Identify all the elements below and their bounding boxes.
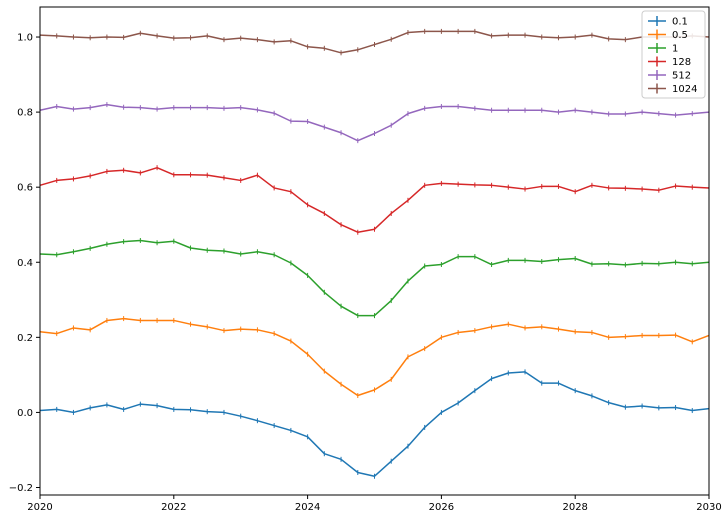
x-tick-label: 2020 [27, 502, 52, 513]
legend-item: 128 [648, 56, 691, 68]
y-tick-label: 0.2 [17, 333, 33, 344]
x-tick-label: 2024 [295, 502, 320, 513]
legend-item: 1 [648, 43, 678, 55]
y-axis: −0.2 0.0 0.2 0.4 0.6 0.8 1.0 [9, 33, 40, 494]
legend-label: 1 [672, 44, 678, 55]
y-tick-label: 0.8 [17, 108, 33, 119]
y-tick-label: 0.4 [17, 258, 33, 269]
x-tick-label: 2030 [696, 502, 721, 513]
y-tick-label: 0.0 [17, 408, 33, 419]
legend-label: 128 [672, 57, 691, 68]
legend: 0.1 0.5 1 128 512 1024 [641, 10, 706, 99]
y-tick-label: 1.0 [17, 33, 33, 44]
y-tick-label: 0.6 [17, 183, 33, 194]
x-tick-label: 2026 [429, 502, 454, 513]
legend-label: 512 [672, 71, 691, 82]
series-layer [39, 28, 710, 479]
legend-label: 1024 [672, 84, 697, 95]
series-1 [39, 237, 710, 319]
x-tick-label: 2022 [161, 502, 186, 513]
axes-frame [39, 6, 710, 496]
x-tick-label: 2028 [562, 502, 587, 513]
legend-item: 0.1 [648, 16, 688, 28]
legend-item: 0.5 [648, 29, 688, 41]
x-axis: 2020 2022 2024 2026 2028 2030 [27, 495, 722, 513]
series-512 [39, 102, 710, 144]
legend-label: 0.1 [672, 17, 688, 28]
legend-item: 1024 [648, 83, 697, 95]
legend-item: 512 [648, 70, 691, 82]
series-128 [39, 165, 710, 235]
legend-label: 0.5 [672, 30, 688, 41]
series-0.1 [39, 369, 710, 479]
y-tick-label: −0.2 [9, 483, 33, 494]
